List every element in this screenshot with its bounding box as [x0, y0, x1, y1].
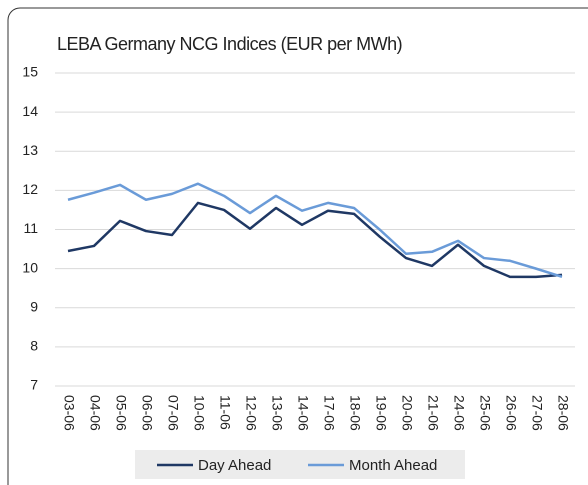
y-tick-label: 8: [30, 338, 38, 354]
x-tick-label: 26-06: [503, 395, 519, 431]
x-tick-label: 19-06: [373, 395, 389, 431]
y-tick-label: 13: [22, 142, 38, 158]
x-tick-label: 03-06: [61, 395, 77, 431]
y-tick-label: 11: [23, 220, 38, 236]
x-tick-label: 14-06: [295, 395, 311, 431]
x-tick-label: 20-06: [399, 395, 415, 431]
x-tick-label: 17-06: [321, 395, 337, 431]
y-tick-label: 10: [22, 259, 38, 275]
series-line: [67, 182, 563, 279]
x-tick-label: 04-06: [87, 395, 103, 431]
y-tick-label: 15: [22, 64, 38, 80]
x-tick-label: 07-06: [165, 395, 181, 431]
x-tick-label: 13-06: [269, 395, 285, 431]
x-tick-label: 10-06: [191, 395, 207, 431]
x-tick-label: 12-06: [243, 395, 259, 431]
y-tick-label: 12: [22, 181, 38, 197]
x-tick-label: 27-06: [529, 395, 545, 431]
x-tick-label: 05-06: [113, 395, 129, 431]
x-tick-label: 21-06: [425, 395, 441, 431]
chart-frame: [7, 7, 588, 485]
x-tick-label: 25-06: [477, 395, 493, 431]
x-tick-label: 28-06: [555, 395, 571, 431]
x-tick-label: 11-06: [217, 395, 233, 430]
x-tick-label: 18-06: [347, 395, 363, 431]
series-line: [67, 201, 563, 279]
legend-label: Day Ahead: [198, 457, 271, 474]
chart-title: LEBA Germany NCG Indices (EUR per MWh): [57, 34, 402, 54]
x-tick-label: 06-06: [139, 395, 155, 431]
y-tick-label: 9: [30, 298, 38, 314]
y-tick-label: 14: [22, 103, 38, 119]
y-tick-label: 7: [30, 377, 38, 393]
x-tick-label: 24-06: [451, 395, 467, 431]
legend-label: Month Ahead: [349, 457, 437, 474]
